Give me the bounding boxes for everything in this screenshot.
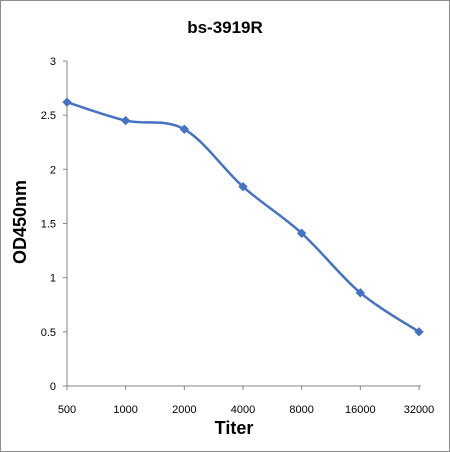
chart-title: bs-3919R xyxy=(187,18,263,37)
y-tick-label: 2 xyxy=(50,164,56,176)
x-tick-label: 4000 xyxy=(231,404,255,416)
x-axis-title: Titer xyxy=(215,418,254,438)
data-point-diamond xyxy=(238,181,248,192)
y-tick-label: 2.5 xyxy=(41,110,56,122)
data-point-diamond xyxy=(414,327,424,337)
y-axis-ticks: 0 0.5 1 1.5 2 2.5 3 xyxy=(41,56,67,393)
x-tick-label: 500 xyxy=(58,404,76,416)
y-tick-label: 0 xyxy=(50,381,56,393)
y-axis-title: OD450nm xyxy=(10,180,30,264)
data-point-diamond xyxy=(120,115,131,126)
x-tick-label: 8000 xyxy=(289,404,313,416)
y-tick-label: 1 xyxy=(50,273,56,285)
x-tick-label: 1000 xyxy=(113,404,137,416)
y-tick-label: 1.5 xyxy=(41,219,56,231)
series-points xyxy=(62,97,424,337)
data-point-diamond xyxy=(296,228,307,238)
x-tick-label: 2000 xyxy=(172,404,196,416)
y-tick-label: 3 xyxy=(50,56,56,68)
x-axis-ticks: 500 1000 2000 4000 8000 16000 32000 xyxy=(58,386,434,416)
data-point-diamond xyxy=(179,124,190,134)
series-line xyxy=(65,100,421,334)
y-tick-label: 0.5 xyxy=(41,327,56,339)
data-point-diamond xyxy=(355,288,366,298)
x-tick-label: 32000 xyxy=(404,404,435,416)
x-tick-label: 16000 xyxy=(345,404,376,416)
data-point-diamond xyxy=(62,97,72,107)
